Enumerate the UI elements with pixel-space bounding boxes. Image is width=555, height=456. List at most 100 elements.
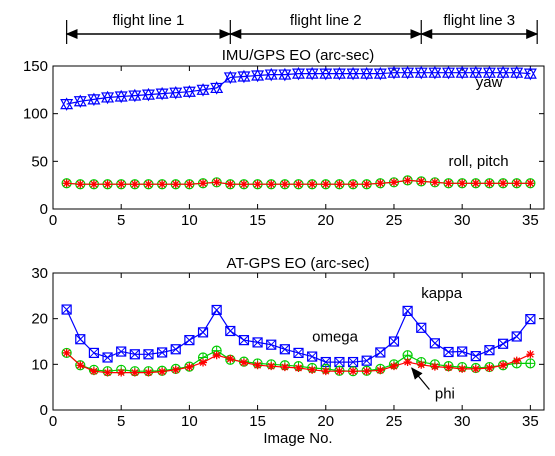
series-yaw-point-inv: [114, 91, 128, 104]
plot-frame: [52, 272, 545, 411]
series-kappa-point-cross: [470, 351, 481, 361]
series-phi-point: [308, 365, 317, 374]
annotation-phi: phi: [435, 386, 455, 403]
series-pitch-point: [499, 179, 508, 188]
series-phi-point: [280, 363, 289, 372]
series-kappa-point: [252, 337, 263, 348]
x-tick-label: 30: [454, 212, 471, 229]
series-kappa-point-cross: [334, 357, 345, 367]
series-phi-point: [485, 363, 494, 372]
series-kappa-point-cross: [293, 348, 304, 358]
series-yaw-point-inv: [373, 68, 387, 81]
series-kappa-point: [61, 304, 72, 315]
series-omega-point-plus: [525, 358, 535, 368]
x-tick-label: 25: [386, 212, 403, 229]
series-phi-point: [171, 365, 180, 374]
annotation-omega: omega: [312, 329, 359, 346]
series-yaw-point-inv: [469, 67, 483, 80]
series-pitch-point: [321, 180, 330, 189]
x-tick-label: 5: [117, 413, 125, 430]
y-tick-label: 20: [31, 311, 48, 328]
series-phi-point: [499, 361, 508, 370]
series-pitch-point: [103, 180, 112, 189]
series-kappa-point-cross: [484, 345, 495, 356]
series-pitch-point: [280, 180, 289, 189]
series-pitch-point: [89, 180, 98, 189]
series-kappa-point: [497, 338, 509, 349]
series-phi-point: [76, 361, 85, 370]
series-pitch-point: [199, 179, 208, 188]
plot-frame: [52, 65, 545, 210]
series-yaw-point-inv: [237, 71, 251, 84]
series-yaw-point-inv: [264, 69, 278, 82]
series-phi-point: [267, 362, 276, 371]
series-pitch-point: [171, 180, 180, 189]
series-yaw-point-inv: [305, 68, 319, 81]
series-kappa-point: [116, 346, 127, 357]
x-tick-label: 35: [522, 212, 539, 229]
series-phi-point: [444, 363, 453, 372]
series-kappa-point: [266, 339, 277, 350]
y-tick-label: 100: [23, 106, 48, 123]
series-phi-point: [389, 362, 398, 371]
series-pitch-point: [212, 178, 221, 187]
series-pitch-point: [485, 179, 494, 188]
series-phi-point: [321, 367, 330, 376]
series-yaw-point-inv: [442, 67, 456, 80]
y-tick-label: 30: [31, 265, 48, 282]
at-gps-eo-panel: AT-GPS EO (arc-sec) Image No. 0 5 10 15 20 25…: [31, 255, 545, 447]
series-pitch-point: [226, 180, 235, 189]
x-tick-label: 35: [522, 413, 539, 430]
series-yaw-point-inv: [60, 99, 74, 111]
series-phi-point: [430, 362, 439, 371]
series-yaw-point-inv: [101, 92, 115, 105]
series-phi-point: [458, 364, 467, 373]
series-kappa-point-cross: [252, 337, 263, 348]
series-kappa-point-cross: [266, 339, 277, 350]
series-kappa-point: [170, 344, 181, 355]
series-yaw-point-inv: [523, 68, 537, 81]
flight-line-3-label: flight line 3: [443, 12, 515, 29]
series-phi-point: [471, 364, 480, 373]
series-kappa-point: [470, 351, 481, 362]
annotation-yaw: yaw: [476, 74, 503, 91]
series-kappa-point-cross: [416, 322, 427, 333]
series-kappa-point: [416, 322, 427, 333]
series-pitch-point: [267, 180, 276, 189]
series-yaw-point-inv: [346, 68, 360, 81]
series-yaw-point-inv: [155, 88, 169, 101]
x-tick-label: 20: [317, 212, 334, 229]
series-kappa-point: [375, 347, 386, 358]
series-pitch-point: [239, 180, 248, 189]
series-kappa-point: [238, 335, 250, 346]
series-phi-point: [158, 367, 167, 376]
series-phi-point: [512, 356, 521, 365]
annotation-roll-pitch: roll, pitch: [449, 153, 509, 170]
series-phi-point: [103, 368, 112, 377]
y-tick-label: 0: [40, 402, 48, 419]
x-tick-label: 5: [117, 212, 125, 229]
series-kappa-point-cross: [198, 327, 208, 338]
series-kappa-point-cross: [102, 352, 113, 363]
series-yaw-point-inv: [182, 86, 196, 99]
series-pitch-point: [62, 179, 71, 188]
series-pitch-point: [308, 180, 317, 189]
series-pitch-point: [144, 180, 153, 189]
series-kappa-point: [75, 334, 86, 345]
series-pitch-point: [294, 180, 303, 189]
series-kappa-point: [88, 347, 100, 359]
series-yaw-point-inv: [455, 67, 469, 80]
series-yaw-point-inv: [278, 69, 292, 82]
series-kappa-point: [402, 305, 413, 317]
x-tick-label: 25: [386, 413, 403, 430]
flight-line-2-label: flight line 2: [290, 12, 362, 29]
series-kappa-point-cross: [457, 346, 468, 357]
series-kappa-point: [293, 347, 304, 359]
series-phi-point: [362, 367, 371, 376]
series-pitch-point: [117, 180, 126, 189]
series-phi-point: [417, 360, 426, 369]
x-tick-label: 20: [317, 413, 334, 430]
imu-gps-eo-panel: IMU/GPS EO (arc-sec) 0 5 10 15 20 25 30 35 0 50 10…: [23, 47, 545, 229]
flight-line-1-label: flight line 1: [113, 12, 185, 29]
